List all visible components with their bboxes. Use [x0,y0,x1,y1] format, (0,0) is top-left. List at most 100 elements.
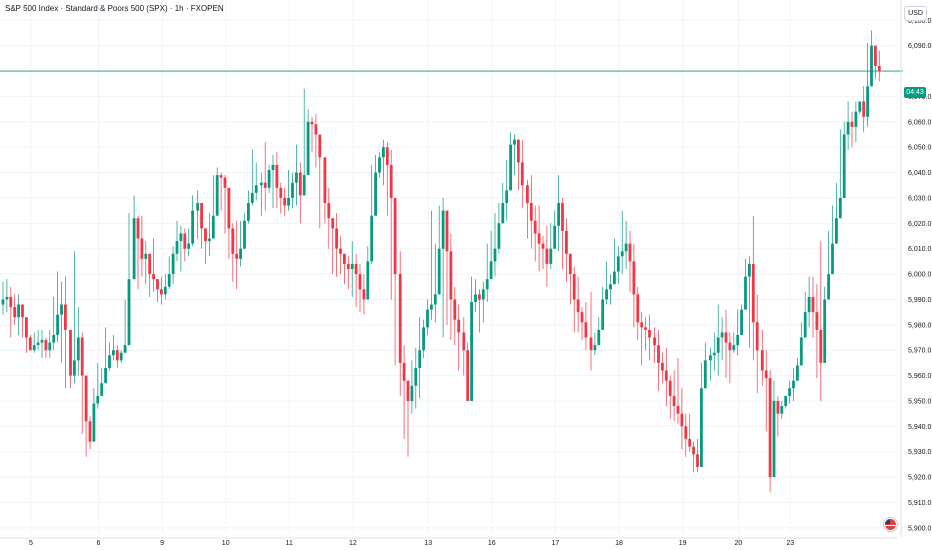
candle-body [874,45,877,66]
candle-body [283,197,287,206]
candle-body [339,248,342,254]
candle-body [784,395,788,407]
candle-body [568,253,572,275]
candle-body [84,375,88,422]
candle-body [541,243,545,249]
candle-body [537,233,541,244]
candle-body [561,203,564,231]
candle-body [772,400,776,478]
date-tick-label: 10 [222,540,230,547]
price-tick-label: 5,990.0 [908,297,931,304]
candle-body [529,203,533,221]
price-tick-label: 5,980.0 [908,322,931,329]
candle-body [271,164,275,171]
candle-body [636,294,640,323]
candle-body [235,253,239,259]
candle-body [140,238,144,259]
candle-body [505,190,509,204]
candle-body [96,395,100,404]
candle-body [576,299,580,313]
candle-body [52,334,56,343]
candle-body [374,172,377,216]
candle-body [191,210,194,244]
candle-body [835,218,838,244]
date-tick-label: 13 [424,540,432,547]
price-tick-label: 6,010.0 [908,246,931,253]
candle-body [557,203,560,226]
candle-body [40,340,44,343]
date-tick-label: 11 [286,540,293,547]
candle-body [601,299,605,330]
price-tick-label: 5,910.0 [908,500,931,507]
candle-body [854,111,858,127]
candle-body [60,304,63,315]
candle-body [751,263,755,323]
candle-body [5,296,9,300]
candle-body [295,172,298,183]
date-tick-label: 16 [488,540,496,547]
candle-body [474,294,477,302]
candle-body [493,248,497,262]
candle-body [605,289,608,300]
candle-body [163,286,167,295]
candle-body [414,367,418,386]
candlesticks [0,30,903,493]
price-tick-label: 5,960.0 [908,373,931,380]
candle-body [640,322,644,328]
candle-body [243,220,246,249]
date-tick-label: 20 [735,540,743,547]
candle-body [696,454,699,467]
candle-body [526,185,529,204]
candle-body [657,345,660,363]
candle-body [314,124,318,135]
candle-body [819,329,823,363]
candle-body [132,218,136,280]
candle-body [684,426,688,440]
candle-body [712,352,716,356]
candle-body [768,378,772,478]
candle-body [385,147,389,165]
candle-body [167,274,171,287]
candle-body [100,383,104,396]
candle-body [1,299,5,305]
candle-body [823,299,827,363]
candle-body [287,197,290,206]
candle-body [422,327,425,351]
candle-body [152,274,155,280]
candle-body [632,261,636,295]
candle-body [517,139,520,163]
candle-body [108,355,111,368]
candle-body [267,170,271,188]
candle-body [17,304,20,318]
candle-body [310,121,314,125]
candle-body [156,279,159,290]
candle-body [478,294,481,300]
candle-body [811,296,815,313]
date-tick-label: 19 [679,540,687,547]
candle-body [792,380,795,389]
candle-body [389,164,393,198]
candle-body [831,243,834,275]
candle-body [700,388,703,467]
candle-body [748,263,751,277]
candle-body [716,337,720,353]
currency-button[interactable]: USD [904,6,927,21]
candle-body [263,182,267,188]
candle-body [445,210,449,252]
price-tick-label: 6,030.0 [908,195,931,202]
candle-body [393,197,397,275]
candle-body [509,144,512,191]
price-tick-label: 5,920.0 [908,475,931,482]
candle-body [426,309,429,328]
candle-body [565,230,568,254]
date-tick-label: 17 [552,540,560,547]
candle-body [350,263,354,269]
candle-body [136,218,140,239]
candle-body [239,248,242,259]
candle-body [323,157,327,204]
candle-body [616,256,620,272]
candle-body [501,203,505,224]
candle-body [513,139,516,145]
candle-body [709,355,712,361]
